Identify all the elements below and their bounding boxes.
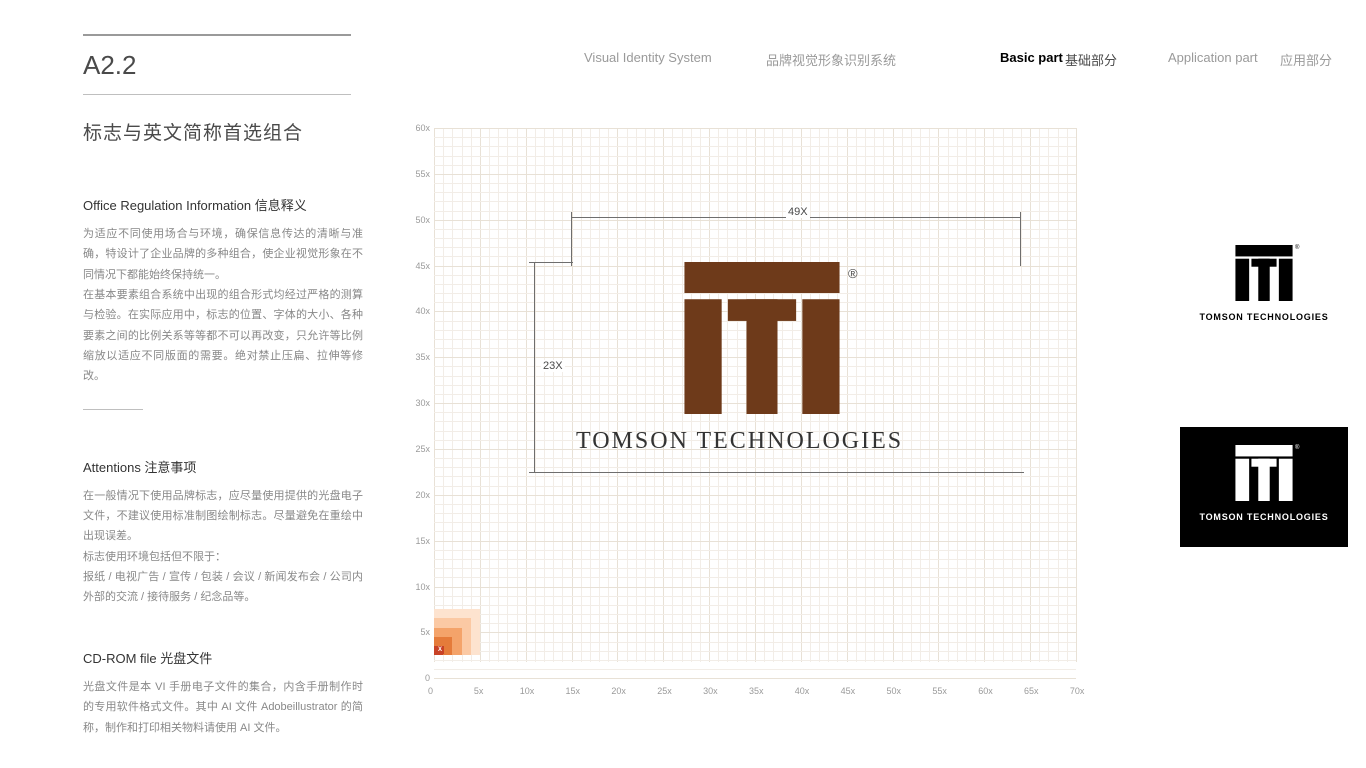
info-para-3: 光盘文件是本 VI 手册电子文件的集合，内含手册制作时的专用软件格式文件。其中 …	[83, 677, 363, 738]
construction-grid: 60x55x50x45x40x35x30x25x20x15x10x5x0 05x…	[406, 128, 1076, 688]
top-divider	[83, 34, 351, 36]
section-title: 标志与英文简称首选组合	[83, 118, 303, 145]
info-para-1a: 为适应不同使用场合与环境，确保信息传达的清晰与准确，特设计了企业品牌的多种组合，…	[83, 224, 363, 285]
dim-width-tick-r	[1020, 212, 1021, 266]
left-column: Office Regulation Information 信息释义 为适应不同…	[83, 195, 363, 738]
hdr-basic-en: Basic part	[1000, 50, 1063, 65]
preview-light-reg: ®	[1295, 245, 1299, 251]
vi-manual-page: Visual Identity System 品牌视觉形象识别系统 Basic …	[0, 0, 1366, 768]
registered-mark: ®	[848, 266, 858, 281]
section-divider-1	[83, 409, 143, 435]
preview-light-logo	[1235, 245, 1293, 301]
logo-wordmark: TOMSON TECHNOLOGIES	[576, 428, 903, 455]
preview-dark-text: TOMSON TECHNOLOGIES	[1199, 512, 1328, 522]
dim-height-line	[534, 262, 535, 472]
info-para-2a: 在一般情况下使用品牌标志，应尽量使用提供的光盘电子文件，不建议使用标准制图绘制标…	[83, 486, 363, 547]
info-heading-3: CD-ROM file 光盘文件	[83, 648, 363, 667]
code-divider	[83, 94, 351, 95]
preview-light: ® TOMSON TECHNOLOGIES	[1180, 245, 1348, 331]
section-code: A2.2	[83, 50, 137, 81]
info-para-2b: 标志使用环境包括但不限于：	[83, 547, 363, 567]
preview-dark: ® TOMSON TECHNOLOGIES	[1180, 427, 1348, 547]
unit-swatch: X	[434, 609, 480, 655]
dim-height-label: 23X	[541, 360, 565, 372]
hdr-app-cn: 应用部分	[1280, 50, 1332, 69]
hdr-vis-en: Visual Identity System	[584, 50, 712, 65]
dim-height-tick-b	[529, 472, 1024, 473]
preview-dark-reg: ®	[1295, 445, 1299, 451]
dim-width-label: 49X	[786, 206, 810, 218]
dim-width-tick-l	[571, 212, 572, 266]
info-para-1b: 在基本要素组合系统中出现的组合形式均经过严格的测算与检验。在实际应用中，标志的位…	[83, 285, 363, 387]
dim-height-tick-t	[529, 262, 573, 263]
info-heading-1: Office Regulation Information 信息释义	[83, 195, 363, 214]
logo-mark: ®	[684, 262, 840, 419]
logo-svg	[684, 262, 840, 414]
hdr-basic-cn: 基础部分	[1065, 50, 1117, 69]
info-para-2c: 报纸 / 电视广告 / 宣传 / 包装 / 会议 / 新闻发布会 / 公司内外部…	[83, 567, 363, 608]
preview-dark-logo	[1235, 445, 1293, 501]
hdr-app-en: Application part	[1168, 50, 1258, 65]
info-heading-2: Attentions 注意事项	[83, 457, 363, 476]
hdr-vis-cn: 品牌视觉形象识别系统	[766, 50, 896, 69]
preview-light-text: TOMSON TECHNOLOGIES	[1199, 312, 1328, 322]
